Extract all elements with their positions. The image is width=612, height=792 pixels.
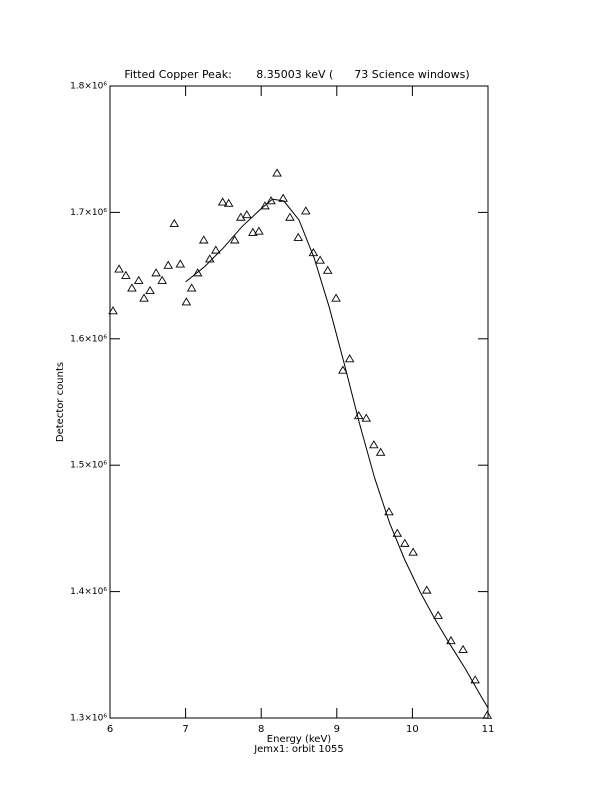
data-point — [421, 585, 432, 594]
data-point — [369, 440, 379, 449]
data-point — [446, 636, 456, 645]
data-point — [139, 293, 149, 302]
x-tick-label: 11 — [482, 724, 495, 735]
data-point — [392, 528, 403, 537]
data-point — [331, 293, 341, 302]
data-point — [169, 218, 180, 228]
plot-frame — [109, 85, 489, 719]
data-point — [217, 197, 228, 206]
data-point — [361, 413, 372, 422]
data-point — [266, 196, 276, 205]
data-point — [400, 538, 410, 547]
data-point — [433, 610, 443, 619]
data-point — [121, 270, 131, 279]
chart-title: Fitted Copper Peak: 8.35003 keV ( 73 Sci… — [124, 68, 469, 81]
data-point — [163, 260, 173, 269]
data-point — [248, 227, 258, 236]
data-point — [157, 275, 167, 284]
data-point — [458, 644, 468, 653]
data-point — [133, 275, 144, 284]
data-point — [175, 259, 186, 268]
y-tick-label: 1.3×10⁶ — [70, 714, 107, 724]
data-point — [223, 198, 234, 207]
data-point — [186, 283, 197, 292]
data-point — [272, 168, 282, 177]
data-point — [211, 245, 221, 254]
data-point — [482, 710, 493, 719]
data-point — [151, 268, 161, 277]
data-point — [127, 283, 137, 292]
x-tick-label: 6 — [107, 724, 113, 735]
y-tick-label: 1.5×10⁶ — [70, 461, 107, 471]
x-tick-label: 9 — [334, 724, 340, 735]
data-point — [114, 264, 124, 273]
data-point — [344, 354, 355, 363]
data-point — [384, 507, 394, 516]
x-tick-label: 10 — [406, 724, 419, 735]
data-point — [192, 268, 203, 277]
x-axis-label: Energy (keV) — [267, 734, 332, 745]
data-point — [408, 547, 418, 556]
data-point — [322, 265, 333, 274]
x-tick-label: 7 — [182, 724, 188, 735]
fit-line — [185, 198, 489, 709]
data-point — [242, 210, 252, 219]
x-tick-label: 8 — [258, 724, 264, 735]
data-point — [198, 235, 209, 244]
y-tick-label: 1.8×10⁶ — [70, 82, 107, 92]
y-tick-label: 1.4×10⁶ — [70, 587, 107, 597]
data-point — [301, 206, 311, 215]
data-point — [229, 235, 240, 244]
y-tick-label: 1.6×10⁶ — [70, 334, 107, 344]
data-point — [285, 212, 295, 221]
data-point — [338, 365, 348, 374]
data-point — [470, 675, 480, 684]
subtitle: Jemx1: orbit 1055 — [253, 744, 344, 755]
data-point — [293, 232, 304, 241]
data-point — [315, 255, 325, 264]
data-point — [108, 306, 118, 315]
data-point — [145, 285, 155, 295]
data-point — [254, 226, 264, 235]
data-point — [353, 411, 364, 420]
data-point — [236, 212, 246, 221]
y-tick-label: 1.7×10⁶ — [70, 208, 107, 218]
data-point — [260, 201, 270, 210]
y-axis-label: Detector counts — [55, 362, 66, 442]
data-point — [375, 447, 386, 456]
data-point — [181, 297, 192, 306]
